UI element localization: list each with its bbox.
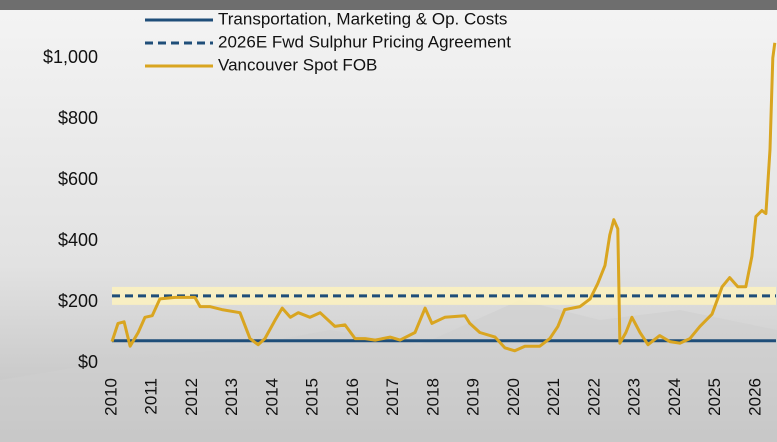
legend-label: Transportation, Marketing & Op. Costs [218, 9, 507, 28]
x-tick-label: 2018 [423, 378, 442, 416]
x-tick-label: 2021 [544, 378, 563, 416]
y-tick-label: $400 [58, 230, 98, 250]
y-tick-label: $600 [58, 169, 98, 189]
x-tick-label: 2023 [625, 378, 644, 416]
legend-label: 2026E Fwd Sulphur Pricing Agreement [218, 32, 511, 51]
x-tick-label: 2012 [182, 378, 201, 416]
y-tick-label: $1,000 [43, 47, 98, 67]
x-tick-label: 2015 [303, 378, 322, 416]
legend-label: Vancouver Spot FOB [218, 55, 377, 74]
x-tick-label: 2013 [222, 378, 241, 416]
mountain-backdrop [0, 300, 777, 442]
x-tick-label: 2026 [745, 378, 764, 416]
x-tick-label: 2024 [665, 378, 684, 416]
y-tick-label: $800 [58, 108, 98, 128]
y-tick-label: $0 [78, 352, 98, 372]
x-tick-label: 2020 [504, 378, 523, 416]
x-tick-label: 2014 [262, 378, 281, 416]
x-tick-label: 2010 [101, 378, 120, 416]
x-tick-label: 2016 [343, 378, 362, 416]
top-bar [0, 0, 777, 10]
y-tick-label: $200 [58, 291, 98, 311]
x-tick-label: 2022 [584, 378, 603, 416]
x-tick-label: 2019 [464, 378, 483, 416]
x-tick-label: 2011 [142, 378, 161, 415]
x-tick-label: 2025 [705, 378, 724, 416]
x-tick-label: 2017 [383, 378, 402, 416]
series-line [110, 42, 777, 353]
